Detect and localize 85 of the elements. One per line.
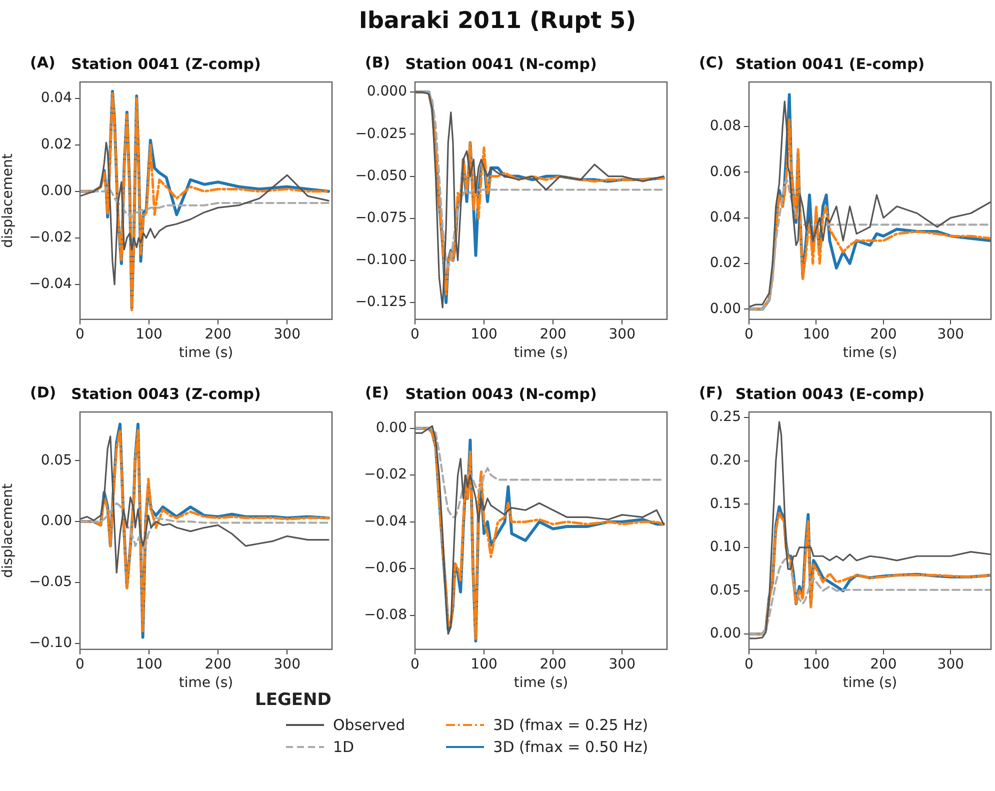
- y-tick-label: −0.08: [364, 606, 407, 623]
- x-tick-label: 100: [802, 326, 830, 342]
- y-tick-label: 0.05: [40, 452, 72, 468]
- y-tick-label: 0.00: [40, 183, 72, 200]
- y-tick-label: −0.025: [355, 126, 407, 142]
- x-tick-label: 200: [870, 656, 897, 672]
- y-tick-label: 0.05: [710, 582, 741, 598]
- legend-label: 1D: [333, 738, 354, 756]
- chart-title: Station 0041 (Z-comp): [71, 54, 261, 73]
- y-tick-label: 0.04: [40, 90, 72, 106]
- y-tick-label: 0.10: [710, 539, 741, 556]
- text: Ibaraki 2011 (Rupt 5): [358, 8, 638, 34]
- text: (D): [30, 383, 56, 402]
- line-series: [80, 502, 330, 550]
- text: (C): [699, 53, 724, 72]
- text: (F): [699, 383, 723, 402]
- y-tick-label: 0.04: [710, 209, 742, 226]
- y-tick-label: 0.15: [710, 496, 741, 512]
- chart-title: Station 0043 (N-comp): [405, 384, 597, 403]
- x-tick-label: 0: [744, 326, 754, 342]
- y-tick-label: −0.050: [355, 168, 407, 184]
- x-tick-label: 0: [410, 326, 420, 342]
- x-axis-title: time (s): [178, 675, 234, 692]
- line-series: [749, 558, 991, 636]
- legend-title: LEGEND: [255, 690, 332, 710]
- x-tick-label: 300: [608, 656, 636, 672]
- y-tick-label: 0.02: [40, 136, 72, 152]
- y-tick-label: −0.02: [364, 466, 407, 483]
- chart-title: Station 0043 (Z-comp): [71, 384, 261, 403]
- x-axis-title: time (s): [514, 345, 568, 362]
- chart-title: Station 0041 (N-comp): [405, 54, 597, 73]
- y-tick-label: 0.00: [40, 513, 72, 530]
- x-tick-label: 100: [802, 656, 830, 672]
- y-tick-label: −0.04: [29, 276, 72, 292]
- y-tick-label: −0.075: [355, 210, 407, 226]
- y-axis-title: displacement: [0, 483, 16, 578]
- x-tick-label: 0: [76, 656, 84, 672]
- x-axis-title: time (s): [842, 675, 898, 692]
- y-tick-label: −0.06: [364, 560, 408, 576]
- legend-label: 3D (fmax = 0.50 Hz): [493, 738, 648, 756]
- x-tick-label: 300: [937, 656, 964, 672]
- text: (A): [30, 53, 56, 72]
- legend-label: 3D (fmax = 0.25 Hz): [493, 716, 648, 734]
- y-tick-label: 0.00: [710, 626, 741, 642]
- x-tick-label: 200: [870, 326, 897, 342]
- x-axis-title: time (s): [514, 675, 568, 692]
- y-tick-label: 0.00: [710, 300, 741, 317]
- x-tick-label: 200: [204, 656, 232, 672]
- chart-title: Station 0043 (E-comp): [735, 384, 925, 403]
- x-tick-label: 200: [204, 326, 232, 342]
- chart-title: Station 0041 (E-comp): [735, 54, 925, 73]
- x-axis-title: time (s): [178, 345, 234, 362]
- y-tick-label: 0.20: [710, 452, 741, 468]
- text: (E): [365, 383, 389, 402]
- x-tick-label: 200: [540, 326, 566, 342]
- x-tick-label: 100: [470, 656, 498, 672]
- y-tick-label: 0.02: [710, 255, 741, 272]
- text: (B): [365, 53, 390, 72]
- x-tick-label: 300: [274, 656, 300, 672]
- x-tick-label: 100: [136, 656, 162, 672]
- line-series: [749, 178, 991, 310]
- x-tick-label: 300: [608, 326, 636, 342]
- x-tick-label: 0: [76, 326, 84, 342]
- x-tick-label: 300: [937, 326, 964, 342]
- x-tick-label: 300: [274, 326, 300, 342]
- legend-label: Observed: [333, 716, 406, 734]
- y-tick-label: 0.00: [376, 420, 407, 436]
- x-tick-label: 200: [540, 656, 566, 672]
- y-tick-label: −0.125: [355, 294, 407, 310]
- y-tick-label: −0.10: [29, 634, 72, 651]
- y-tick-label: 0.25: [710, 409, 741, 426]
- x-tick-label: 100: [470, 326, 498, 342]
- x-axis-title: time (s): [842, 345, 898, 362]
- x-tick-label: 0: [410, 656, 420, 672]
- y-tick-label: 0.06: [710, 164, 742, 180]
- x-tick-label: 100: [136, 326, 162, 342]
- y-tick-label: 0.08: [710, 118, 741, 134]
- y-tick-label: −0.05: [29, 574, 72, 590]
- y-tick-label: 0.000: [366, 84, 407, 100]
- y-tick-label: −0.04: [364, 513, 408, 530]
- y-tick-label: −0.02: [29, 230, 72, 246]
- y-axis-title: displacement: [0, 153, 16, 248]
- line-series: [80, 186, 330, 218]
- y-tick-label: −0.100: [355, 252, 407, 268]
- x-tick-label: 0: [744, 656, 754, 672]
